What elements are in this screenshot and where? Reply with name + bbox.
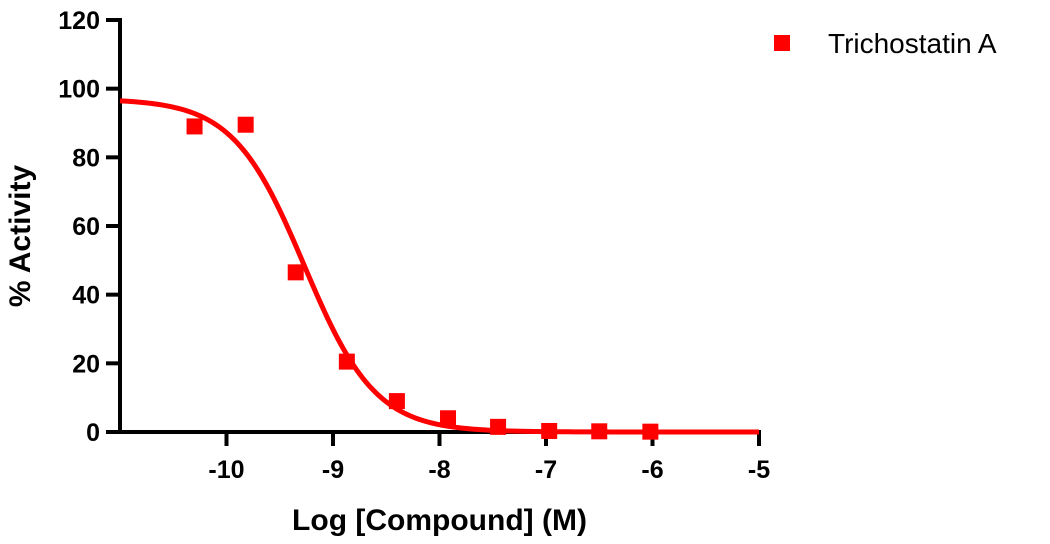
- data-point: [338, 353, 355, 370]
- y-tick-label: 20: [72, 350, 100, 378]
- y-tick-label: 80: [72, 144, 100, 172]
- x-tick-label: -5: [748, 456, 770, 484]
- x-tick-label: -6: [641, 456, 663, 484]
- legend-marker: [774, 35, 790, 51]
- axes: 0 20 40 60 80 100 120 -10 -9 -8 -7 -6 -5: [58, 7, 770, 484]
- data-point: [591, 423, 608, 440]
- y-tick-label: 0: [86, 419, 100, 447]
- data-point: [642, 423, 659, 440]
- data-point: [186, 118, 203, 135]
- y-tick-label: 40: [72, 282, 100, 310]
- fit-curve: [119, 98, 759, 435]
- x-tick-label: -8: [428, 456, 450, 484]
- y-tick-label: 60: [72, 213, 100, 241]
- y-tick-label: 120: [58, 7, 100, 35]
- data-points: [186, 116, 659, 440]
- data-point: [388, 393, 405, 410]
- data-point: [440, 410, 457, 427]
- data-point: [287, 264, 304, 281]
- x-tick-label: -7: [535, 456, 557, 484]
- data-point: [237, 116, 254, 133]
- data-point: [490, 418, 507, 435]
- y-axis-title: % Activity: [4, 165, 37, 308]
- x-tick-label: -10: [208, 456, 244, 484]
- x-tick-label: -9: [322, 456, 344, 484]
- y-tick-label: 100: [58, 76, 100, 104]
- legend-label: Trichostatin A: [828, 28, 997, 59]
- x-axis-title: Log [Compound] (M): [292, 504, 587, 537]
- data-point: [541, 422, 558, 439]
- legend: Trichostatin A: [774, 28, 997, 59]
- fit-curve-layer: [119, 98, 759, 435]
